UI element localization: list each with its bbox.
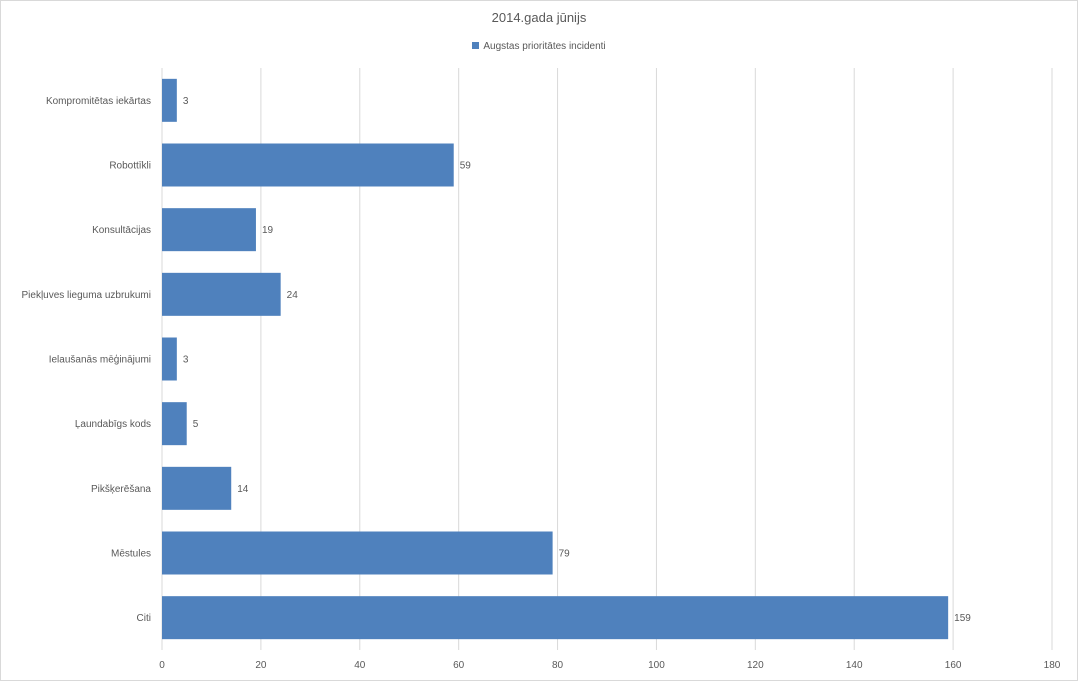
- category-label: Mēstules: [111, 549, 151, 560]
- data-label: 24: [287, 290, 299, 301]
- bar: [162, 466, 232, 510]
- data-label: 14: [237, 484, 249, 495]
- data-label: 5: [193, 419, 199, 430]
- data-label: 19: [262, 225, 274, 236]
- category-label: Pikšķerēšana: [91, 484, 151, 495]
- x-tick-label: 0: [159, 660, 165, 671]
- x-tick-label: 120: [747, 660, 764, 671]
- bar: [162, 143, 454, 187]
- category-label: Citi: [137, 613, 151, 624]
- x-tick-label: 40: [354, 660, 366, 671]
- x-tick-label: 140: [846, 660, 863, 671]
- category-label: Kompromitētas iekārtas: [46, 96, 151, 107]
- chart-title: 2014.gada jūnijs: [491, 10, 587, 25]
- bar: [162, 272, 281, 316]
- x-tick-label: 60: [453, 660, 465, 671]
- category-label: Ļaundabīgs kods: [75, 419, 151, 430]
- legend-label: Augstas prioritātes incidenti: [483, 41, 606, 52]
- category-label: Robottīkli: [109, 161, 151, 172]
- x-tick-label: 20: [255, 660, 267, 671]
- category-label: Konsultācijas: [92, 225, 151, 236]
- x-tick-label: 180: [1044, 660, 1061, 671]
- data-label: 3: [183, 96, 189, 107]
- x-tick-label: 100: [648, 660, 665, 671]
- data-label: 3: [183, 355, 189, 366]
- data-label: 79: [559, 549, 571, 560]
- bar: [162, 337, 177, 381]
- bar: [162, 78, 177, 122]
- data-label: 59: [460, 161, 472, 172]
- x-tick-label: 160: [945, 660, 962, 671]
- category-label: Ielaušanās mēģinājumi: [49, 353, 151, 366]
- bar: [162, 531, 553, 575]
- category-label: Piekļuves lieguma uzbrukumi: [21, 290, 151, 301]
- chart-legend: Augstas prioritātes incidenti: [0, 41, 1078, 52]
- data-label: 159: [954, 613, 971, 624]
- bar: [162, 208, 256, 252]
- x-tick-label: 80: [552, 660, 564, 671]
- legend-swatch: [472, 42, 480, 49]
- bar: [162, 596, 949, 640]
- bar: [162, 402, 187, 446]
